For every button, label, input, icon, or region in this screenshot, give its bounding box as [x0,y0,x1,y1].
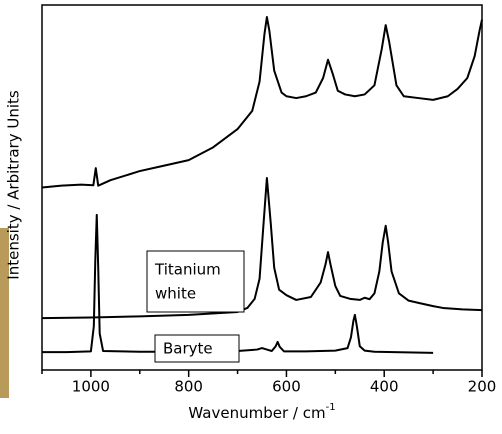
spectrum-line [41,177,483,320]
x-tick-label: 600 [272,378,301,396]
annotation-line: white [155,285,196,303]
x-tick-label: 1000 [72,378,110,396]
x-tick-label: 200 [468,378,497,396]
x-axis-label: Wavenumber / cm-1 [188,402,335,422]
annotation-line: Titanium [154,261,221,279]
x-axis-label-superscript: -1 [326,402,336,413]
annotation-box [154,334,240,363]
y-axis-label: Intensity / Arbitrary Units [5,90,23,280]
x-tick-label: 400 [370,378,399,396]
x-tick-label: 800 [174,378,203,396]
spectrum-line [41,16,483,189]
spectrum-line [42,213,434,354]
annotation-titanium: Titanium white [146,250,245,313]
annotation-line: Baryte [163,340,213,358]
annotation-baryte: Baryte [154,334,240,363]
background-photo-edge [0,228,9,398]
x-axis-label-main: Wavenumber / cm [188,404,325,422]
annotation-box [146,250,245,313]
